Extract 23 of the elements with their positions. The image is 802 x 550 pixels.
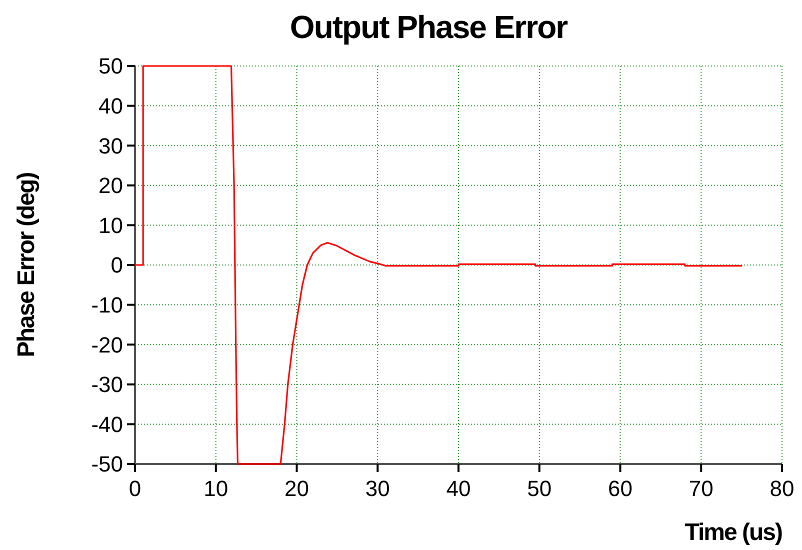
y-axis-title: Phase Error (deg) (13, 172, 40, 358)
y-tick-label: 50 (98, 54, 123, 79)
y-tick-label: 30 (98, 133, 123, 158)
y-tick-label: 20 (98, 173, 123, 198)
x-tick-label: 30 (365, 476, 390, 501)
x-tick-label: 60 (608, 476, 632, 501)
x-tick-label: 20 (284, 476, 309, 501)
x-tick-label: 50 (527, 476, 552, 501)
x-tick-label: 70 (688, 476, 714, 501)
y-tick-label: -50 (91, 452, 123, 477)
y-tick-label: 0 (110, 252, 123, 278)
y-tick-label: -10 (91, 292, 123, 318)
x-axis-title: Time (us) (684, 519, 782, 546)
y-tick-label: 40 (98, 94, 123, 118)
x-tick-label: 80 (770, 476, 794, 501)
x-tick-label: 40 (446, 476, 471, 501)
x-tick-label: 10 (204, 476, 228, 501)
y-tick-label: 10 (98, 212, 123, 238)
y-tick-label: -30 (91, 372, 123, 398)
y-tick-label: -20 (91, 332, 123, 358)
chart-title: Output Phase Error (290, 9, 568, 45)
x-tick-label: 0 (128, 476, 142, 501)
y-tick-label: -40 (91, 412, 123, 437)
